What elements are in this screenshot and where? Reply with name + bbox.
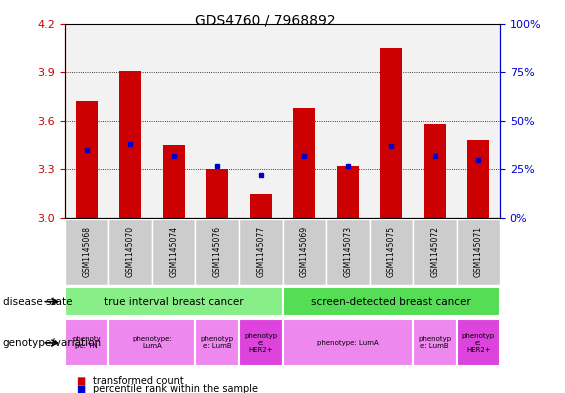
FancyBboxPatch shape [65,319,108,366]
Text: GSM1145077: GSM1145077 [257,226,265,277]
Text: phenotyp
e:
HER2+: phenotyp e: HER2+ [462,333,495,353]
Text: true interval breast cancer: true interval breast cancer [104,297,244,307]
Text: phenotype:
LumA: phenotype: LumA [132,336,172,349]
FancyBboxPatch shape [370,219,413,285]
Bar [65,24,108,218]
FancyBboxPatch shape [108,319,195,366]
Text: phenoty
pe: TN: phenoty pe: TN [72,336,101,349]
Bar [119,71,141,218]
Bar [380,48,402,218]
Bar [76,101,98,218]
FancyBboxPatch shape [282,319,413,366]
Text: phenotype: LumA: phenotype: LumA [317,340,379,346]
Text: transformed count: transformed count [93,376,184,386]
FancyBboxPatch shape [239,319,282,366]
Bar [293,108,315,218]
Text: phenotyp
e: LumB: phenotyp e: LumB [418,336,451,349]
Text: GSM1145074: GSM1145074 [170,226,178,277]
FancyBboxPatch shape [65,287,282,316]
Text: genotype/variation: genotype/variation [3,338,102,348]
Text: GSM1145073: GSM1145073 [344,226,352,277]
Text: phenotyp
e: LumB: phenotyp e: LumB [201,336,234,349]
FancyBboxPatch shape [457,219,500,285]
Bar [163,145,185,218]
Bar [206,169,228,218]
Text: screen-detected breast cancer: screen-detected breast cancer [311,297,471,307]
FancyBboxPatch shape [239,219,282,285]
Bar [326,24,370,218]
Text: GSM1145072: GSM1145072 [431,226,439,277]
Text: GSM1145076: GSM1145076 [213,226,221,277]
FancyBboxPatch shape [65,219,108,285]
Text: ■: ■ [76,384,85,393]
Text: GDS4760 / 7968892: GDS4760 / 7968892 [195,14,336,28]
Text: phenotyp
e:
HER2+: phenotyp e: HER2+ [244,333,277,353]
Bar [239,24,282,218]
Bar [282,24,326,218]
FancyBboxPatch shape [457,319,500,366]
Text: GSM1145068: GSM1145068 [82,226,91,277]
Text: GSM1145070: GSM1145070 [126,226,134,277]
FancyBboxPatch shape [195,219,239,285]
Bar [108,24,152,218]
Text: GSM1145075: GSM1145075 [387,226,396,277]
Bar [195,24,239,218]
Bar [413,24,457,218]
FancyBboxPatch shape [282,219,326,285]
FancyBboxPatch shape [282,287,500,316]
Bar [424,124,446,218]
Bar [457,24,500,218]
FancyBboxPatch shape [326,219,370,285]
Bar [370,24,413,218]
FancyBboxPatch shape [108,219,152,285]
FancyBboxPatch shape [413,319,457,366]
Text: GSM1145071: GSM1145071 [474,226,483,277]
FancyBboxPatch shape [195,319,239,366]
FancyBboxPatch shape [152,219,195,285]
Bar [152,24,195,218]
Text: disease state: disease state [3,297,72,307]
Text: percentile rank within the sample: percentile rank within the sample [93,384,258,393]
FancyBboxPatch shape [413,219,457,285]
Bar [337,166,359,218]
Bar [467,140,489,218]
Text: ■: ■ [76,376,85,386]
Text: GSM1145069: GSM1145069 [300,226,308,277]
Bar [250,194,272,218]
